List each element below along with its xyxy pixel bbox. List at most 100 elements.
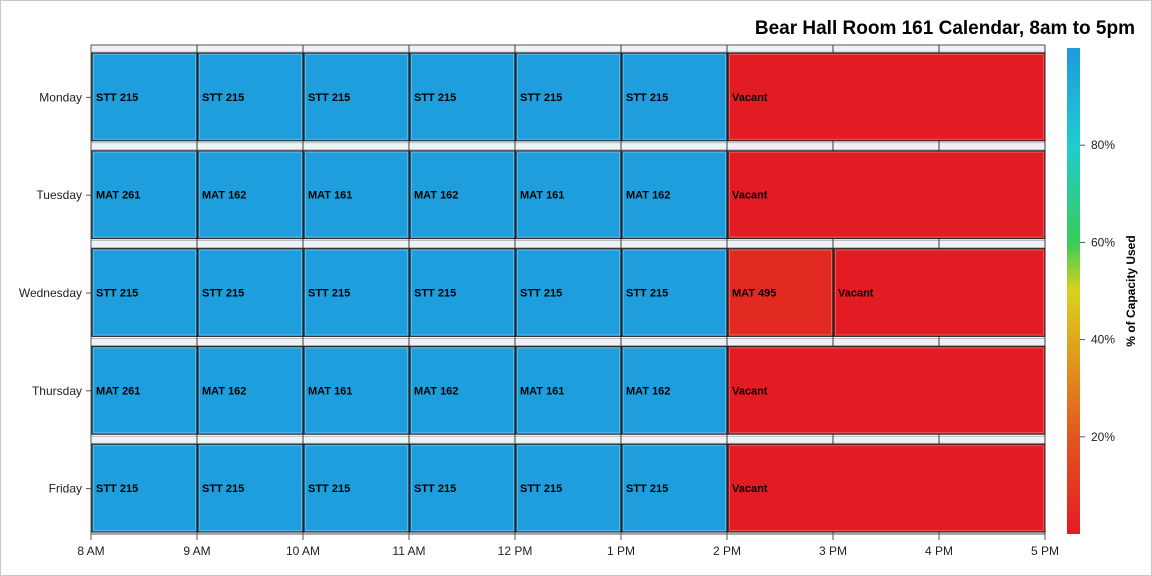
event-label: MAT 495 [732, 288, 776, 300]
event-cell-highlight [305, 347, 408, 434]
event-cell-highlight [517, 249, 620, 336]
x-tick-label: 11 AM [392, 544, 425, 558]
event-cell [91, 248, 198, 337]
event-label: Vacant [732, 92, 768, 104]
colorbar-tick-label: 40% [1091, 333, 1115, 347]
event-cell [621, 150, 728, 240]
colorbar-legend: 20% 40% 60% 80% % of Capacity Used [1067, 48, 1138, 534]
event-label: STT 215 [308, 483, 350, 495]
event-label: STT 215 [414, 92, 456, 104]
y-tick-label: Friday [49, 482, 82, 496]
x-tick-label: 3 PM [819, 544, 847, 558]
event-cell [515, 150, 622, 240]
event-label: MAT 162 [202, 190, 246, 202]
event-cell-highlight [93, 249, 196, 336]
colorbar-title: % of Capacity Used [1124, 235, 1138, 346]
y-tick-label: Wednesday [19, 286, 82, 300]
y-axis: Monday Tuesday Wednesday Thursday Friday [19, 45, 92, 534]
event-cell [409, 345, 516, 435]
event-label: STT 215 [308, 92, 350, 104]
event-cell-highlight [517, 151, 620, 238]
event-label: STT 215 [626, 288, 668, 300]
event-label: Vacant [732, 190, 768, 202]
event-label: STT 215 [414, 288, 456, 300]
x-tick-label: 5 PM [1031, 544, 1059, 558]
row-band-monday [90, 44, 1046, 53]
row-band-tuesday [90, 142, 1046, 151]
event-cell [197, 248, 304, 337]
event-cell [727, 150, 1046, 240]
x-tick-label: 10 AM [286, 544, 320, 558]
x-tick-label: 4 PM [925, 544, 953, 558]
event-cell [197, 52, 304, 142]
event-cell [409, 248, 516, 337]
event-cell-highlight [199, 445, 302, 532]
event-cells [91, 52, 1046, 533]
event-cell [515, 345, 622, 435]
event-cell [515, 52, 622, 142]
event-cell [727, 345, 1046, 435]
event-cell [303, 248, 410, 337]
event-cell-highlight [623, 445, 726, 532]
event-cell-highlight [199, 347, 302, 434]
event-cell-highlight [305, 249, 408, 336]
event-cell-highlight [93, 347, 196, 434]
event-cell [621, 443, 728, 533]
event-cell [91, 150, 198, 240]
x-tick-label: 2 PM [713, 544, 741, 558]
colorbar-tick-label: 20% [1091, 430, 1115, 444]
event-cell [303, 345, 410, 435]
event-label: STT 215 [96, 92, 138, 104]
event-cell-highlight [93, 151, 196, 238]
event-labels: STT 215 STT 215 STT 215 STT 215 STT 215 STT 2… [96, 92, 874, 495]
event-cell [197, 150, 304, 240]
event-label: MAT 161 [308, 190, 352, 202]
chart-title: Bear Hall Room 161 Calendar, 8am to 5pm [755, 18, 1135, 39]
event-cell-highlight [517, 347, 620, 434]
event-cell-highlight [411, 151, 514, 238]
event-cell-highlight [729, 249, 832, 336]
event-cell-highlight [305, 151, 408, 238]
event-cell-highlight [729, 151, 1044, 238]
x-tick-label: 9 AM [183, 544, 210, 558]
event-label: MAT 161 [520, 385, 564, 397]
event-label: STT 215 [520, 288, 562, 300]
event-cell-highlight [729, 347, 1044, 434]
event-cell [409, 443, 516, 533]
event-cell-highlight [517, 54, 620, 140]
event-label: MAT 162 [414, 385, 458, 397]
event-cell [409, 150, 516, 240]
event-label: Vacant [732, 385, 768, 397]
colorbar-tick-label: 80% [1091, 138, 1115, 152]
event-cell [727, 443, 1046, 533]
event-cell [303, 150, 410, 240]
event-label: MAT 161 [520, 190, 564, 202]
event-cell [833, 248, 1046, 337]
event-cell [409, 52, 516, 142]
event-cell-highlight [93, 54, 196, 140]
event-cell [515, 248, 622, 337]
event-label: Vacant [838, 288, 874, 300]
event-label: MAT 261 [96, 190, 140, 202]
event-cell [91, 345, 198, 435]
row-band-friday [90, 435, 1046, 444]
row-band-wednesday [90, 240, 1046, 248]
event-label: STT 215 [520, 483, 562, 495]
event-cell-highlight [517, 445, 620, 532]
event-cell-highlight [199, 249, 302, 336]
event-label: STT 215 [96, 288, 138, 300]
event-label: MAT 162 [202, 385, 246, 397]
event-label: STT 215 [626, 92, 668, 104]
event-cell [303, 443, 410, 533]
x-axis: 8 AM 9 AM 10 AM 11 AM 12 PM 1 PM 2 PM 3 PM 4 PM 5… [77, 533, 1059, 558]
event-cell-highlight [305, 54, 408, 140]
event-label: STT 215 [414, 483, 456, 495]
event-cell-highlight [623, 54, 726, 140]
event-cell-highlight [199, 151, 302, 238]
event-label: MAT 161 [308, 385, 352, 397]
event-cell [91, 443, 198, 533]
event-label: MAT 162 [414, 190, 458, 202]
x-tick-label: 8 AM [77, 544, 104, 558]
